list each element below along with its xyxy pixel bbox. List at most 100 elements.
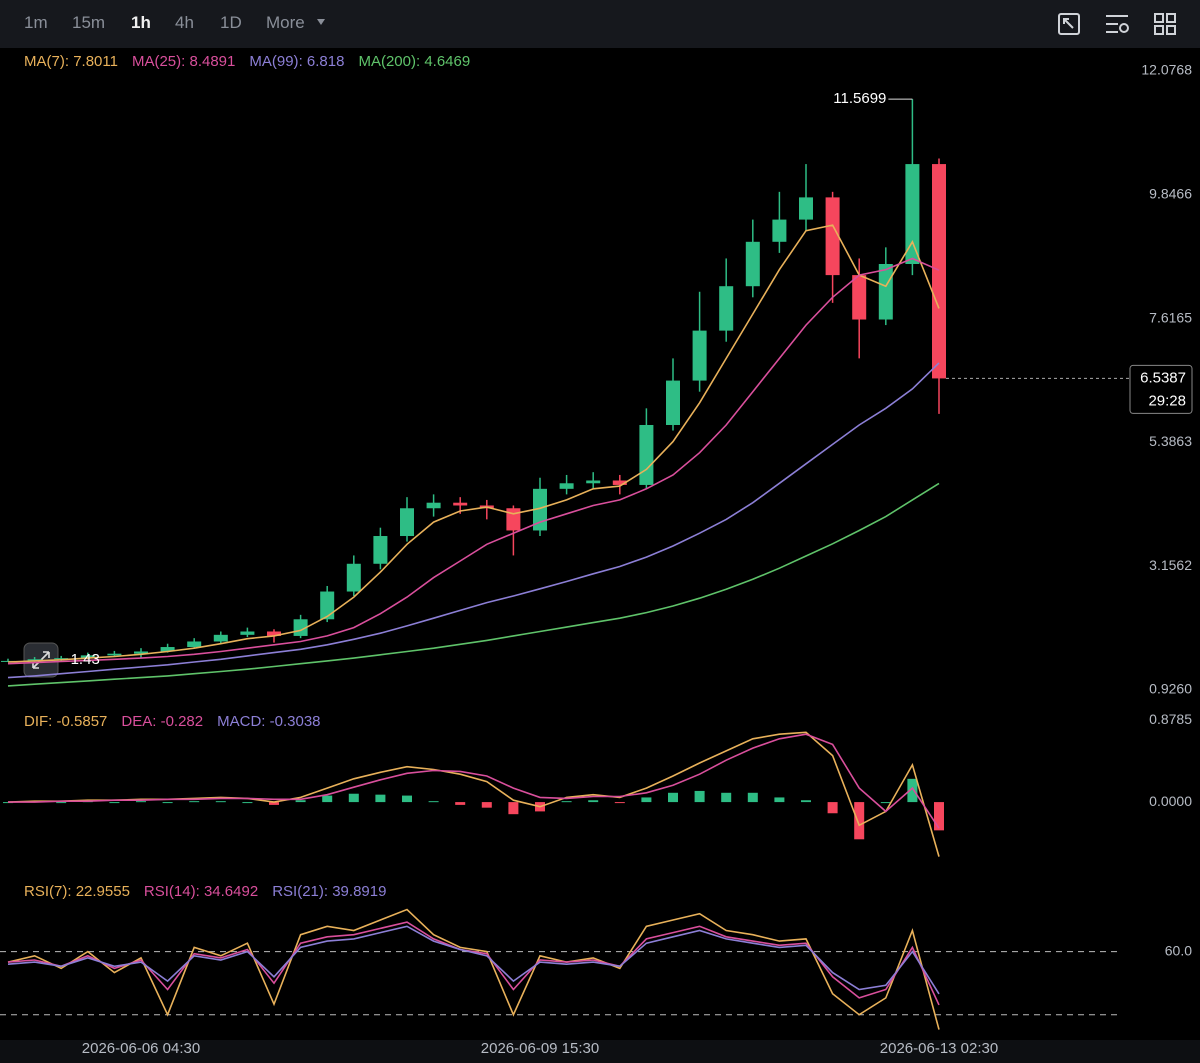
icon-buttons[interactable]: [1058, 13, 1176, 35]
candle-body: [692, 330, 707, 381]
macd-bar: [56, 802, 67, 804]
macd-bar: [455, 802, 466, 805]
legend-value: -0.3038: [269, 713, 321, 730]
candle-body: [932, 164, 946, 379]
indicator-line: [7, 482, 940, 687]
candle-body: [213, 634, 228, 642]
candle-body: [666, 380, 680, 425]
legend-value: 8.4891: [189, 53, 236, 70]
y-tick-label: 7.6165: [1149, 309, 1192, 325]
candle-body: [80, 655, 95, 659]
legend-name: MA(99): [249, 53, 307, 70]
indicator-line: [7, 362, 940, 679]
candle-body: [134, 651, 148, 654]
countdown: 29:28: [1148, 392, 1186, 409]
macd-bar: [136, 801, 146, 803]
interval-button[interactable]: 4h: [175, 13, 194, 32]
y-tick-label: 60.0: [1165, 942, 1192, 958]
interval-button[interactable]: 15m: [72, 13, 106, 32]
candle-body: [639, 424, 654, 485]
interval-button[interactable]: 1D: [220, 13, 242, 32]
time-axis-bg: [0, 1040, 1200, 1063]
interval-button[interactable]: More: [266, 13, 305, 32]
low-label: 1.43: [71, 651, 100, 668]
macd-bar: [694, 790, 705, 803]
legend-value: 22.9555: [75, 883, 130, 900]
legend-value: -0.282: [160, 713, 204, 730]
candle-body: [346, 563, 361, 592]
macd-bar: [721, 792, 732, 803]
interval-button[interactable]: 1m: [24, 13, 48, 32]
candle-body: [187, 641, 202, 648]
macd-bar: [481, 802, 492, 808]
y-tick-label: 12.0768: [1141, 62, 1192, 78]
candle-body: [426, 502, 441, 509]
candle-body: [719, 286, 734, 331]
legend-name: MA(25): [132, 53, 190, 70]
candle-body: [612, 480, 627, 485]
interval-button[interactable]: 1h: [131, 13, 151, 32]
legend-value: 6.818: [306, 53, 345, 70]
macd-bar: [774, 797, 785, 803]
legend-item: MA(200)4.6469: [358, 53, 470, 70]
candle-body: [453, 502, 468, 506]
legend-name: DIF: [24, 713, 57, 730]
y-tick-label: 0.8785: [1149, 711, 1192, 727]
legend-item: MACD-0.3038: [217, 713, 320, 730]
legend-item: RSI(21)39.8919: [272, 883, 386, 900]
indicator-line: [7, 731, 940, 857]
macd-bar: [348, 793, 359, 803]
y-tick-label: 0.0000: [1149, 793, 1192, 809]
candle-body: [772, 219, 787, 242]
dropdown-arrow[interactable]: [317, 19, 325, 25]
y-tick-label: 9.8466: [1149, 186, 1192, 202]
y-tick-label: 0.9260: [1149, 681, 1192, 697]
indicator-line: [7, 908, 940, 1030]
macd-bar: [269, 802, 279, 805]
macd-bar: [508, 802, 519, 815]
legend-item: DIF-0.5857: [24, 713, 107, 730]
candle-body: [745, 241, 760, 287]
x-tick-label: 2026-06-06 04:30: [82, 1040, 200, 1057]
macd-bar: [907, 778, 918, 803]
macd-bar: [242, 802, 253, 804]
legend-value: 4.6469: [424, 53, 471, 70]
macd-bar: [189, 801, 200, 803]
price-label: 6.5387: [1140, 369, 1186, 386]
macd-bar: [162, 802, 173, 804]
macd-bar: [215, 801, 226, 803]
indicator-line: [8, 733, 940, 829]
candle-body: [267, 631, 281, 636]
candle-body: [373, 536, 388, 564]
candle-body: [586, 480, 601, 484]
macd-bar: [934, 802, 944, 831]
legend: DIF-0.5857 DEA-0.282 MACD-0.3038: [24, 713, 335, 730]
legend-item: MA(25)8.4891: [132, 53, 235, 70]
legend-item: RSI(14)34.6492: [144, 883, 258, 900]
candle-body: [559, 483, 574, 489]
candle-body: [400, 508, 414, 537]
indicator-line: [7, 257, 940, 665]
legend-name: RSI(7): [24, 883, 76, 900]
macd-bar: [588, 800, 599, 803]
legend-value: 39.8919: [332, 883, 387, 900]
x-tick-label: 2026-06-09 15:30: [481, 1040, 599, 1057]
candle-body: [27, 659, 42, 661]
legend-value: 7.8011: [73, 53, 118, 70]
indicator-line: [7, 921, 940, 1006]
macd-bar: [854, 802, 865, 840]
macd-bar: [614, 802, 625, 804]
candle-body: [54, 658, 69, 660]
macd-bar: [295, 800, 306, 803]
macd-bar: [747, 792, 758, 803]
legend-name: MA(7): [24, 53, 73, 70]
legend-name: DEA: [121, 713, 160, 730]
macd-bar: [801, 800, 811, 803]
candle-body: [825, 197, 840, 276]
indicator-line: [7, 224, 940, 663]
legend-name: RSI(14): [144, 883, 204, 900]
legend-name: MACD: [217, 713, 270, 730]
candle-body: [320, 591, 335, 620]
